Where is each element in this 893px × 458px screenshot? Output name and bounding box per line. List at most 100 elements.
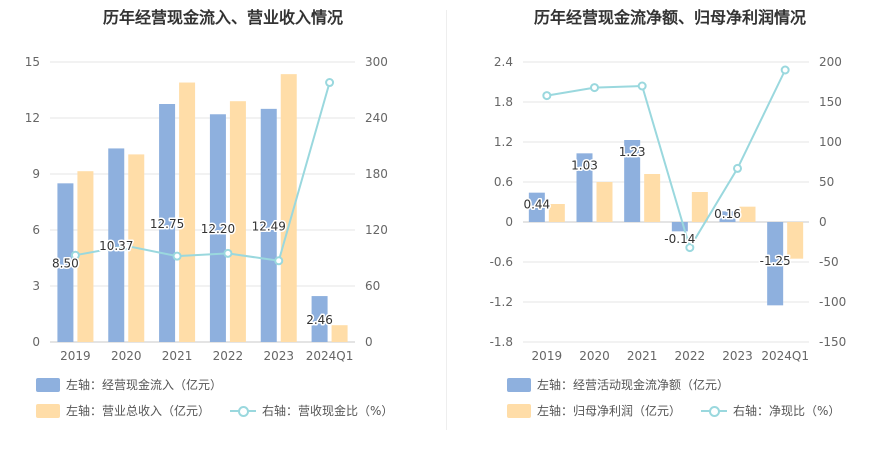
- bar: [719, 211, 736, 222]
- bar: [108, 148, 125, 342]
- x-tick-label: 2022: [675, 349, 706, 363]
- legend-swatch-line: [230, 404, 256, 418]
- y-right-tick-label: 300: [365, 55, 388, 69]
- legend-item[interactable]: 左轴：经营活动现金流净额（亿元）: [507, 376, 729, 393]
- bar: [644, 174, 661, 222]
- x-tick-label: 2024Q1: [761, 349, 809, 363]
- y-right-tick-label: 50: [819, 175, 834, 189]
- chart-plot: -1.8 -1.2 -0.6 0 0.6 1.2 1.8 2.4 -150 -100 -50 0 50 1…: [490, 55, 847, 363]
- series-line: [546, 69, 787, 251]
- bar: [77, 171, 94, 342]
- legend-item[interactable]: 右轴：营收现金比（%）: [230, 402, 393, 419]
- chart-title: 历年经营现金流净额、归母净利润情况: [533, 8, 806, 27]
- x-tick-label: 2019: [532, 349, 563, 363]
- line-point: [637, 81, 647, 91]
- legend-label: 右轴：营收现金比（%）: [262, 404, 394, 418]
- legend-label: 左轴：经营活动现金流净额（亿元）: [537, 378, 730, 392]
- legend-item[interactable]: 左轴：经营现金流入（亿元）: [36, 376, 222, 393]
- bar: [311, 296, 328, 342]
- data-label: 1.03: [571, 158, 598, 172]
- y-right-tick-label: 100: [819, 135, 842, 149]
- legend-item[interactable]: 右轴：净现比（%）: [701, 402, 840, 419]
- chart-title: 历年经营现金流入、营业收入情况: [102, 8, 343, 27]
- bar: [596, 182, 613, 222]
- x-tick-label: 2021: [162, 349, 193, 363]
- series-line: [75, 82, 331, 262]
- legend-swatch-orange: [36, 403, 60, 418]
- y-left-tick-label: 0.6: [494, 175, 513, 189]
- y-right-tick-label: 0: [819, 215, 827, 229]
- bar: [548, 204, 565, 222]
- chart-panel-right: 历年经营现金流净额、归母净利润情况 -1.8 -1.2 -0.6 0 0.6 1.2 1.8…: [447, 0, 893, 458]
- line-point: [542, 91, 552, 101]
- data-label: 2.46: [306, 313, 333, 327]
- bar: [691, 192, 708, 222]
- data-label: -0.14: [664, 232, 695, 246]
- legend-swatch-blue: [507, 377, 531, 392]
- legend-item[interactable]: 左轴：归母净利润（亿元）: [507, 402, 681, 419]
- panel-divider: [446, 10, 447, 430]
- data-label: 1.23: [619, 145, 646, 159]
- x-tick-label: 2019: [60, 349, 91, 363]
- legend-label: 左轴：经营现金流入（亿元）: [66, 378, 223, 392]
- x-tick-label: 2022: [213, 349, 244, 363]
- y-right-tick-label: -50: [819, 255, 839, 269]
- y-left-tick-label: -1.8: [490, 335, 513, 349]
- y-left-tick-label: 9: [32, 167, 40, 181]
- y-left-tick-label: -0.6: [490, 255, 513, 269]
- data-label: 0.16: [714, 207, 741, 221]
- bar: [260, 108, 277, 342]
- legend-label: 左轴：归母净利润（亿元）: [537, 404, 682, 418]
- line-point: [325, 78, 335, 88]
- legend-item[interactable]: 左轴：营业总收入（亿元）: [36, 402, 210, 419]
- legend-swatch-line: [701, 404, 727, 418]
- x-tick-label: 2023: [263, 349, 294, 363]
- data-label: 12.20: [201, 222, 235, 236]
- y-right-tick-label: -100: [819, 295, 846, 309]
- bar: [179, 82, 196, 343]
- line-point: [274, 256, 284, 266]
- line-point: [223, 248, 233, 258]
- line-point: [780, 65, 790, 75]
- data-label: 10.37: [99, 239, 133, 253]
- data-label: 12.75: [150, 217, 184, 231]
- x-tick-label: 2020: [111, 349, 142, 363]
- bar: [624, 140, 641, 222]
- x-tick-label: 2020: [579, 349, 610, 363]
- bar: [739, 206, 756, 222]
- y-right-tick-label: 200: [819, 55, 842, 69]
- y-right-tick-label: 150: [819, 95, 842, 109]
- y-left-tick-label: 6: [32, 223, 40, 237]
- line-point: [70, 250, 80, 260]
- y-right-tick-label: 180: [365, 167, 388, 181]
- bar: [528, 192, 545, 222]
- y-right-tick-label: 120: [365, 223, 388, 237]
- y-left-tick-label: 3: [32, 279, 40, 293]
- chart-panel-left: 历年经营现金流入、营业收入情况 0 3 6 9 12 15 0 60 120 180 240 300 2…: [0, 0, 446, 458]
- y-left-tick-label: -1.2: [490, 295, 513, 309]
- bar: [331, 325, 348, 342]
- line-point: [685, 243, 695, 253]
- line-point: [172, 251, 182, 261]
- chart-plot: 0 3 6 9 12 15 0 60 120 180 240 300 2019 2020 2021 2022 2…: [25, 55, 388, 363]
- y-left-tick-label: 1.2: [494, 135, 513, 149]
- legend-swatch-orange: [507, 403, 531, 418]
- legend-label: 右轴：净现比（%）: [733, 404, 841, 418]
- bar: [159, 104, 176, 342]
- bar: [576, 153, 593, 222]
- y-left-tick-label: 0: [505, 215, 513, 229]
- legend-label: 左轴：营业总收入（亿元）: [66, 404, 211, 418]
- y-left-tick-label: 15: [25, 55, 40, 69]
- data-label: 8.50: [52, 257, 79, 271]
- y-right-tick-label: 240: [365, 111, 388, 125]
- data-label: -1.25: [760, 254, 791, 268]
- bar: [787, 222, 804, 259]
- data-label: 0.44: [523, 198, 550, 212]
- y-right-tick-label: 0: [365, 335, 373, 349]
- y-left-tick-label: 0: [32, 335, 40, 349]
- bar: [280, 74, 297, 342]
- bar: [229, 101, 246, 342]
- bar: [57, 183, 74, 342]
- y-right-tick-label: 60: [365, 279, 380, 293]
- bar: [209, 114, 226, 343]
